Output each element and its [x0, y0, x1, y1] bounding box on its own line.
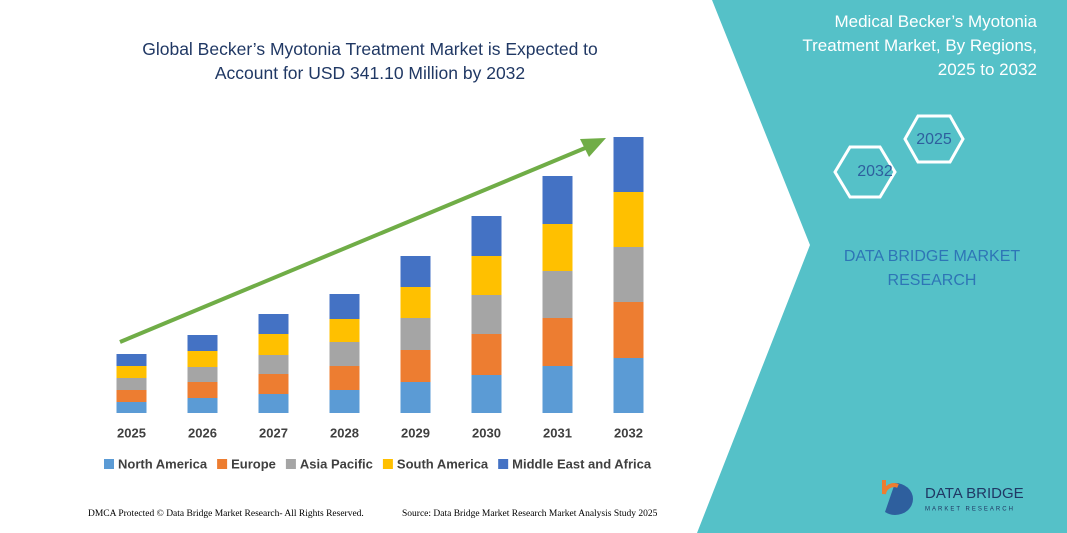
bar-segment	[258, 334, 289, 355]
side-panel	[697, 0, 1067, 533]
bar-segment	[471, 256, 502, 295]
logo-mark	[885, 483, 913, 515]
bar-segment	[400, 382, 431, 413]
x-tick-label: 2025	[117, 425, 146, 440]
bar-segment	[187, 398, 218, 413]
x-tick-label: 2028	[330, 425, 359, 440]
bar-segment	[329, 390, 360, 413]
bar-segment	[613, 137, 644, 192]
bar-segment	[258, 374, 289, 394]
legend-swatch	[217, 459, 228, 469]
bar-segment	[187, 367, 218, 382]
bar-segment	[116, 366, 147, 378]
footer-right: Source: Data Bridge Market Research Mark…	[402, 509, 658, 519]
legend-swatch	[104, 459, 114, 469]
bar-segment	[400, 350, 431, 382]
x-tick-label: 2032	[614, 425, 643, 440]
bar-segment	[329, 366, 360, 390]
bar-segment	[613, 358, 644, 413]
hex-label: 2025	[916, 131, 952, 148]
legend-swatch	[382, 459, 393, 469]
legend-swatch	[498, 459, 509, 469]
bar-segment	[471, 295, 502, 334]
bar-segment	[400, 318, 431, 350]
bar-segment	[613, 302, 644, 358]
bar-segment	[613, 192, 644, 247]
bar-segment	[329, 319, 360, 342]
bar-segment	[187, 351, 218, 367]
logo-text: DATA BRIDGE	[925, 485, 1024, 502]
bar-segment	[400, 287, 431, 318]
bar-segment	[542, 176, 573, 224]
bar-segment	[613, 247, 644, 302]
bar-segment	[116, 354, 147, 366]
bar-segment	[542, 271, 573, 318]
x-tick-label: 2027	[259, 425, 288, 440]
x-tick-label: 2029	[401, 425, 430, 440]
logo-subtext: MARKET RESEARCH	[925, 507, 1015, 513]
bar-segment	[258, 394, 289, 413]
bar-segment	[258, 355, 289, 374]
trend-arrow	[119, 144, 591, 344]
bar-segment	[400, 256, 431, 287]
legend-label: South America	[397, 456, 489, 471]
bar-segment	[258, 314, 289, 334]
chart-title: Global Becker’s Myotonia Treatment Marke…	[142, 39, 598, 83]
bar-segment	[116, 390, 147, 402]
footer-left: DMCA Protected © Data Bridge Market Rese…	[88, 509, 364, 519]
bar-segment	[329, 294, 360, 319]
bar-segment	[187, 382, 218, 398]
bar-segment	[471, 216, 502, 256]
bar-segment	[116, 378, 147, 390]
hexagon	[903, 114, 965, 164]
bar-segment	[471, 334, 502, 375]
arrow-head	[580, 138, 606, 157]
bar-segment	[542, 318, 573, 366]
legend-label: Europe	[231, 456, 276, 471]
panel-title: Medical Becker’s Myotonia Treatment Mark…	[802, 12, 1037, 79]
legend-label: North America	[118, 456, 208, 471]
hex-label: 2032	[857, 163, 893, 180]
legend-swatch	[285, 459, 296, 469]
legend-label: Middle East and Africa	[512, 456, 652, 471]
x-tick-label: 2030	[472, 425, 501, 440]
bar-segment	[187, 335, 218, 351]
bar-segment	[542, 366, 573, 413]
brand-text: DATA BRIDGE MARKET RESEARCH	[843, 248, 1021, 289]
bar-segment	[329, 342, 360, 366]
hexagon	[833, 145, 897, 199]
logo-mark	[882, 480, 899, 495]
x-tick-label: 2026	[188, 425, 217, 440]
legend-label: Asia Pacific	[300, 456, 373, 471]
bar-segment	[471, 375, 502, 413]
bar-segment	[542, 224, 573, 271]
bar-segment	[116, 402, 147, 413]
x-tick-label: 2031	[543, 425, 572, 440]
